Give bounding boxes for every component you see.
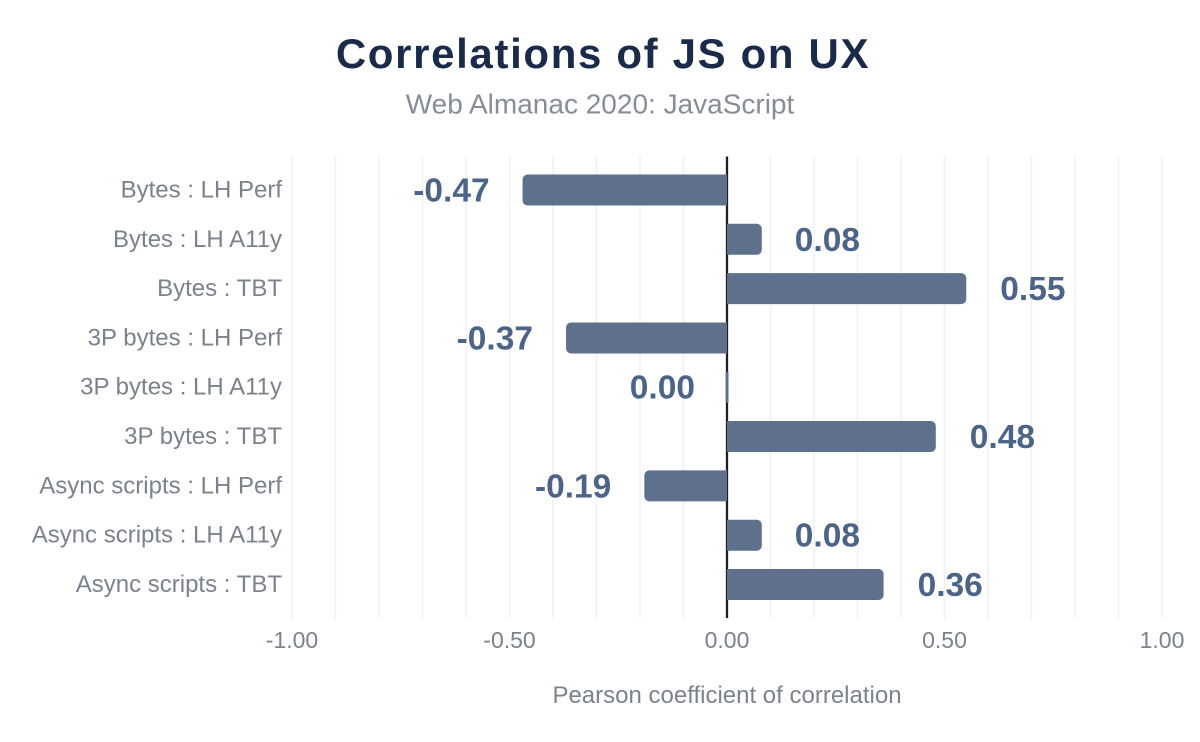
svg-text:0.36: 0.36 [918, 567, 983, 604]
svg-text:-0.19: -0.19 [535, 468, 611, 505]
svg-text:0.48: 0.48 [970, 419, 1035, 456]
svg-text:Async scripts : LH A11y: Async scripts : LH A11y [32, 522, 282, 549]
svg-text:0.08: 0.08 [795, 518, 860, 555]
svg-text:-0.47: -0.47 [413, 173, 489, 210]
svg-text:0.00: 0.00 [630, 370, 695, 407]
svg-text:Async scripts : TBT: Async scripts : TBT [76, 571, 283, 598]
svg-text:0.50: 0.50 [922, 627, 967, 653]
svg-text:1.00: 1.00 [1140, 627, 1185, 653]
svg-text:Bytes : LH Perf: Bytes : LH Perf [121, 177, 283, 204]
svg-text:0.08: 0.08 [795, 222, 860, 259]
svg-text:3P bytes : TBT: 3P bytes : TBT [124, 423, 282, 450]
svg-text:Pearson coefficient of correla: Pearson coefficient of correlation [552, 682, 901, 709]
svg-text:-1.00: -1.00 [266, 627, 318, 653]
svg-text:Correlations of JS on UX: Correlations of JS on UX [336, 30, 870, 77]
svg-text:Bytes : LH A11y: Bytes : LH A11y [113, 226, 282, 253]
svg-text:Async scripts : LH Perf: Async scripts : LH Perf [39, 472, 282, 499]
svg-text:-0.37: -0.37 [457, 320, 533, 357]
svg-text:0.55: 0.55 [1000, 271, 1065, 308]
svg-text:-0.50: -0.50 [483, 627, 535, 653]
svg-text:3P bytes : LH Perf: 3P bytes : LH Perf [88, 324, 283, 351]
svg-text:Web Almanac 2020: JavaScript: Web Almanac 2020: JavaScript [406, 89, 795, 120]
svg-text:3P bytes : LH A11y: 3P bytes : LH A11y [80, 374, 282, 401]
svg-text:Bytes : TBT: Bytes : TBT [157, 275, 282, 302]
svg-text:0.00: 0.00 [705, 627, 750, 653]
